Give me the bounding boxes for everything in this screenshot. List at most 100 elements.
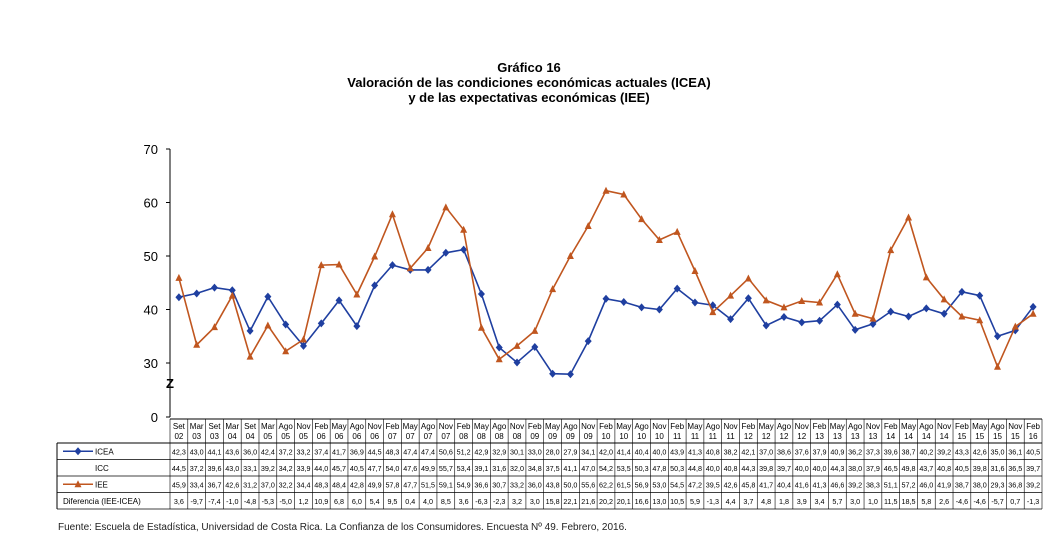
table-cell-value: 48,4 bbox=[332, 480, 346, 489]
table-cell-value: 18,5 bbox=[902, 497, 916, 506]
category-label-month: Feb bbox=[741, 422, 755, 431]
table-cell-value: 51,1 bbox=[884, 480, 898, 489]
data-point-icea bbox=[317, 319, 325, 328]
table-cell-value: 46,5 bbox=[884, 464, 898, 473]
data-point-iee bbox=[691, 266, 699, 274]
data-point-icea bbox=[388, 261, 396, 270]
table-cell-value: 49,8 bbox=[902, 464, 916, 473]
data-point-iee bbox=[531, 326, 539, 334]
category-label-month: Set bbox=[244, 422, 257, 431]
table-cell-value: 54,0 bbox=[385, 464, 399, 473]
table-cell-value: 3,6 bbox=[174, 497, 184, 506]
data-point-iee bbox=[602, 186, 610, 194]
table-cell-value: 20,2 bbox=[599, 497, 613, 506]
table-cell-value: 4,4 bbox=[726, 497, 736, 506]
table-cell-value: 42,4 bbox=[261, 447, 275, 456]
table-cell-value: 38,3 bbox=[866, 480, 880, 489]
table-cell-value: 6,0 bbox=[352, 497, 362, 506]
table-cell-value: 41,1 bbox=[563, 464, 577, 473]
data-point-iee bbox=[371, 252, 379, 260]
category-label-year: 15 bbox=[1011, 432, 1020, 441]
table-cell-value: 1,8 bbox=[779, 497, 789, 506]
category-label-year: 10 bbox=[602, 432, 611, 441]
table-cell-value: 37,2 bbox=[190, 464, 204, 473]
data-point-iee bbox=[976, 316, 984, 324]
data-point-icea bbox=[922, 304, 930, 313]
table-cell-value: 39,5 bbox=[706, 480, 720, 489]
category-label-year: 11 bbox=[691, 432, 700, 441]
category-label-month: Ago bbox=[350, 422, 365, 431]
table-cell-value: 20,1 bbox=[617, 497, 631, 506]
category-label-month: May bbox=[403, 422, 418, 431]
table-cell-value: 37,0 bbox=[759, 447, 773, 456]
data-point-icea bbox=[335, 296, 343, 305]
category-label-month: May bbox=[759, 422, 774, 431]
table-cell-value: 47,4 bbox=[403, 447, 417, 456]
category-label-year: 14 bbox=[904, 432, 913, 441]
data-point-icea bbox=[655, 305, 663, 314]
category-label-year: 10 bbox=[655, 432, 664, 441]
table-cell-value: -2,3 bbox=[493, 497, 505, 506]
data-point-iee bbox=[424, 243, 432, 251]
table-cell-value: 31,6 bbox=[492, 464, 506, 473]
data-point-iee bbox=[869, 314, 877, 322]
category-label-year: 15 bbox=[957, 432, 966, 441]
data-point-iee bbox=[905, 213, 913, 221]
category-label-month: Ago bbox=[279, 422, 294, 431]
data-point-icea bbox=[584, 337, 592, 346]
y-tick-label: 60 bbox=[144, 196, 158, 211]
table-cell-value: 42,6 bbox=[225, 480, 239, 489]
data-point-icea bbox=[193, 289, 201, 298]
table-cell-value: 40,8 bbox=[724, 464, 738, 473]
table-cell-value: -4,8 bbox=[244, 497, 256, 506]
table-cell-value: 47,8 bbox=[652, 464, 666, 473]
data-point-icea bbox=[282, 320, 290, 329]
data-point-icea bbox=[638, 303, 646, 312]
table-cell-value: 27,9 bbox=[563, 447, 577, 456]
table-cell-value: 4,8 bbox=[761, 497, 771, 506]
data-point-icea bbox=[691, 298, 699, 307]
data-point-iee bbox=[460, 225, 468, 233]
category-label-year: 15 bbox=[993, 432, 1002, 441]
table-cell-value: 47,2 bbox=[688, 480, 702, 489]
table-cell-value: 50,6 bbox=[439, 447, 453, 456]
table-cell-value: 38,0 bbox=[973, 480, 987, 489]
category-label-month: Feb bbox=[314, 422, 328, 431]
category-label-month: Ago bbox=[634, 422, 649, 431]
category-label-month: Ago bbox=[848, 422, 863, 431]
table-cell-value: 39,2 bbox=[1026, 480, 1040, 489]
table-cell-value: 39,8 bbox=[973, 464, 987, 473]
table-cell-value: 0,4 bbox=[405, 497, 415, 506]
table-cell-value: 40,0 bbox=[813, 464, 827, 473]
table-cell-value: -1,0 bbox=[226, 497, 238, 506]
category-label-month: Ago bbox=[421, 422, 436, 431]
table-cell-value: 55,6 bbox=[581, 480, 595, 489]
table-cell-value: 42,1 bbox=[741, 447, 755, 456]
table-cell-value: 45,9 bbox=[172, 480, 186, 489]
category-label-year: 03 bbox=[192, 432, 201, 441]
table-cell-value: 47,7 bbox=[368, 464, 382, 473]
table-cell-value: 34,8 bbox=[528, 464, 542, 473]
category-label-month: Ago bbox=[706, 422, 721, 431]
data-point-icea bbox=[549, 369, 557, 378]
category-label-year: 04 bbox=[246, 432, 255, 441]
data-point-iee bbox=[299, 335, 307, 343]
table-cell-value: 44,1 bbox=[207, 447, 221, 456]
table-cell-value: 36,7 bbox=[207, 480, 221, 489]
table-cell-value: 53,0 bbox=[652, 480, 666, 489]
table-cell-value: 62,2 bbox=[599, 480, 613, 489]
table-cell-value: 3,4 bbox=[815, 497, 825, 506]
table-cell-value: 36,0 bbox=[243, 447, 257, 456]
table-cell-value: -5,7 bbox=[991, 497, 1003, 506]
table-cell-value: 33,9 bbox=[296, 464, 310, 473]
table-cell-value: 4,0 bbox=[423, 497, 433, 506]
data-point-icea bbox=[940, 309, 948, 318]
table-cell-value: -5,3 bbox=[262, 497, 274, 506]
table-cell-value: 37,2 bbox=[279, 447, 293, 456]
legend-label: ICC bbox=[95, 464, 109, 473]
table-cell-value: 42,3 bbox=[172, 447, 186, 456]
table-cell-value: 49,9 bbox=[368, 480, 382, 489]
data-point-iee bbox=[673, 227, 681, 235]
table-cell-value: 3,0 bbox=[530, 497, 540, 506]
table-cell-value: 37,5 bbox=[546, 464, 560, 473]
